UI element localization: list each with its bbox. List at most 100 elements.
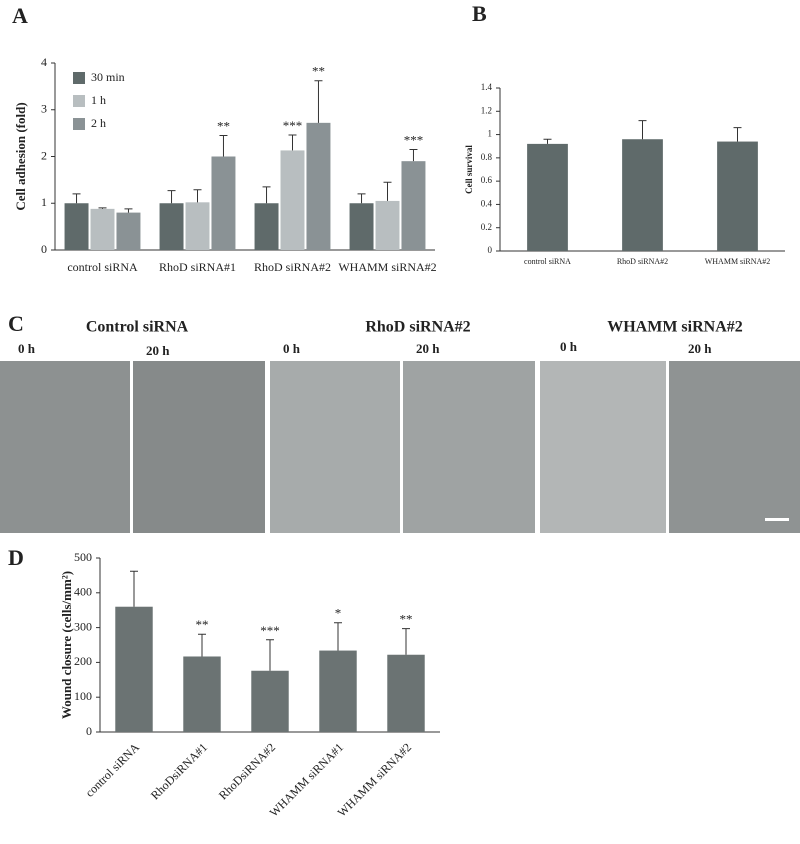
- micrograph: [270, 361, 400, 533]
- bar: [211, 156, 236, 250]
- bar: [183, 656, 221, 732]
- bar: [387, 654, 425, 732]
- significance: **: [196, 617, 209, 632]
- micrograph: [669, 361, 800, 533]
- micrograph: [403, 361, 535, 533]
- x-tick-label: RhoDsiRNA#2: [216, 740, 278, 802]
- error-bar: [219, 134, 228, 157]
- time-label: 0 h: [283, 341, 301, 356]
- bar: [306, 122, 331, 250]
- micrograph: [540, 361, 666, 533]
- y-axis-title: Cell survival: [464, 145, 474, 194]
- error-bar: [124, 208, 133, 213]
- bar: [349, 203, 374, 250]
- x-tick-label: WHAMM siRNA#2: [335, 740, 414, 819]
- error-bar: [266, 639, 274, 671]
- y-tick-label: 0.4: [481, 198, 493, 208]
- legend-label: 2 h: [91, 116, 106, 130]
- bar: [185, 202, 210, 250]
- y-tick-label: 1.2: [481, 105, 492, 115]
- y-tick-label: 0: [86, 724, 92, 738]
- bar: [159, 203, 184, 250]
- error-bar: [193, 189, 202, 203]
- error-bar: [383, 181, 392, 201]
- error-bar: [357, 193, 366, 204]
- legend-label: 30 min: [91, 70, 125, 84]
- x-tick-label: RhoD siRNA#1: [159, 260, 236, 274]
- time-label: 20 h: [688, 341, 712, 356]
- error-bar: [130, 570, 138, 607]
- error-bar: [543, 138, 552, 144]
- legend-swatch: [73, 95, 85, 107]
- time-label: 0 h: [560, 339, 578, 354]
- error-bar: [638, 120, 647, 140]
- significance: **: [312, 64, 325, 79]
- time-label: 20 h: [146, 343, 170, 358]
- y-tick-label: 0.6: [481, 175, 493, 185]
- micrograph-title: WHAMM siRNA#2: [607, 319, 743, 336]
- bar: [527, 143, 568, 251]
- x-tick-label: control siRNA: [524, 257, 571, 266]
- error-bar: [733, 127, 742, 142]
- y-tick-label: 4: [41, 55, 47, 69]
- legend-swatch: [73, 72, 85, 84]
- time-label: 20 h: [416, 341, 440, 356]
- significance: ***: [404, 132, 424, 147]
- micrograph: [0, 361, 130, 533]
- y-axis-title: Wound closure (cells/mm²): [59, 571, 74, 719]
- micrographs: Control siRNA RhoD siRNA#2 WHAMM siRNA#2…: [0, 319, 800, 533]
- bar: [319, 650, 357, 732]
- y-tick-label: 0.2: [481, 222, 492, 232]
- legend-swatch: [73, 118, 85, 130]
- significance: **: [217, 118, 230, 133]
- y-tick-label: 200: [74, 654, 92, 668]
- y-tick-label: 1: [488, 129, 493, 139]
- y-axis-title: Cell adhesion (fold): [13, 102, 28, 210]
- micrograph-title: Control siRNA: [86, 319, 189, 336]
- significance: ***: [260, 623, 280, 638]
- error-bar: [402, 628, 410, 655]
- panel-letter: B: [472, 1, 487, 26]
- bar: [717, 141, 758, 251]
- scale-bar: [765, 518, 789, 521]
- significance: *: [335, 606, 342, 621]
- legend-label: 1 h: [91, 93, 106, 107]
- y-tick-label: 500: [74, 550, 92, 564]
- significance: **: [400, 612, 413, 627]
- micrograph-title: RhoD siRNA#2: [365, 319, 470, 336]
- error-bar: [198, 633, 206, 657]
- significance: ***: [283, 118, 303, 133]
- x-tick-label: WHAMM siRNA#2: [705, 257, 771, 266]
- bar: [254, 203, 279, 250]
- bar: [622, 139, 663, 251]
- panel-letter: D: [8, 545, 24, 570]
- bar: [64, 203, 89, 250]
- y-tick-label: 400: [74, 585, 92, 599]
- y-tick-label: 3: [41, 102, 47, 116]
- bar: [280, 150, 305, 250]
- x-tick-label: WHAMM siRNA#1: [267, 740, 346, 819]
- error-bar: [314, 80, 323, 123]
- y-tick-label: 100: [74, 689, 92, 703]
- bar: [401, 161, 426, 250]
- bar: [251, 670, 289, 732]
- error-bar: [167, 190, 176, 204]
- x-tick-label: RhoDsiRNA#1: [148, 740, 210, 802]
- x-tick-label: RhoD siRNA#2: [254, 260, 331, 274]
- time-label: 0 h: [18, 341, 36, 356]
- x-tick-label: control siRNA: [82, 740, 142, 800]
- micrograph: [133, 361, 265, 533]
- y-tick-label: 1.4: [481, 82, 493, 92]
- error-bar: [262, 186, 271, 204]
- y-tick-label: 0: [488, 245, 493, 255]
- error-bar: [409, 148, 418, 162]
- x-tick-label: control siRNA: [67, 260, 138, 274]
- bar: [90, 208, 115, 250]
- y-tick-label: 0: [41, 242, 47, 256]
- x-tick-label: WHAMM siRNA#2: [338, 260, 436, 274]
- y-tick-label: 1: [41, 195, 47, 209]
- error-bar: [98, 207, 107, 209]
- bar: [115, 606, 153, 732]
- y-tick-label: 0.8: [481, 152, 493, 162]
